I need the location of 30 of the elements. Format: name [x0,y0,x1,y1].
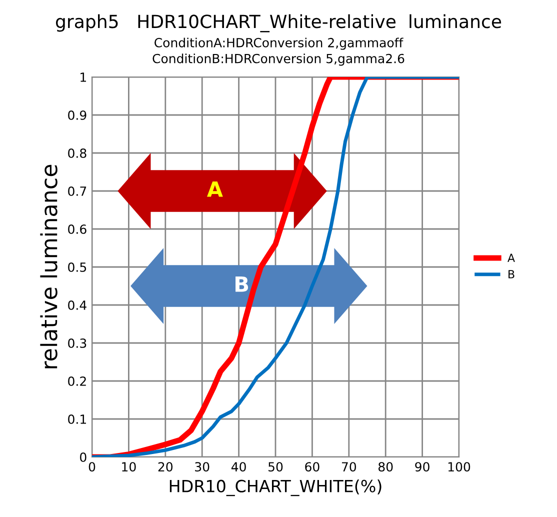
x-tick-label: 70 [342,462,356,472]
legend-label: B [508,270,514,278]
chart-title: graph5 HDR10CHART_White-relative luminance [56,14,502,32]
x-tick-label: 60 [305,462,320,472]
y-tick-label: 0.5 [68,262,86,272]
x-tick-label: 40 [231,462,246,472]
x-tick-label: 30 [195,462,210,472]
y-tick-label: 0.1 [68,414,86,424]
chart-subtitle: ConditionA:HDRConversion 2,gammaoff ConditionB:HDRConversion 5,gamma2.6 [152,38,404,66]
x-tick-label: 100 [448,462,470,472]
annotation: B [236,276,248,292]
y-tick-label: 1 [80,72,86,82]
x-tick-label: 0 [88,462,96,472]
y-tick-label: 0.9 [68,110,86,120]
x-tick-label: 90 [415,462,430,472]
y-tick-label: 0 [80,452,86,462]
y-tick-label: 0.2 [68,376,86,386]
annotation: A [206,182,223,197]
y-tick-label: 0.4 [68,300,86,310]
x-tick-label: 20 [158,462,173,472]
y-tick-label: 0.6 [68,224,86,234]
y-tick-label: 0.3 [68,338,86,348]
y-tick-label: 0.7 [68,186,86,196]
legend-label: A [508,254,515,262]
x-tick-label: 80 [378,462,393,472]
y-tick-label: 0.8 [68,148,86,158]
x-tick-label: 50 [268,462,283,472]
x-tick-label: 10 [122,462,136,472]
x-axis-title: HDR10_CHART_WHITE(%) [170,480,382,496]
y-axis-title: relative luminance [40,164,58,368]
